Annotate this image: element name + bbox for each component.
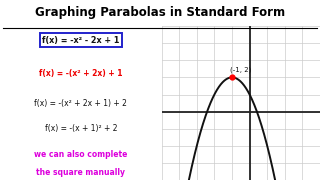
Text: f(x) = -x² - 2x + 1: f(x) = -x² - 2x + 1: [42, 35, 119, 44]
Text: f(x) = -(x² + 2x + 1) + 2: f(x) = -(x² + 2x + 1) + 2: [34, 99, 127, 108]
Text: f(x) = -(x² + 2x) + 1: f(x) = -(x² + 2x) + 1: [39, 69, 123, 78]
Text: f(x) = -(x + 1)² + 2: f(x) = -(x + 1)² + 2: [44, 124, 117, 133]
Text: Graphing Parabolas in Standard Form: Graphing Parabolas in Standard Form: [35, 6, 285, 19]
Text: the square manually: the square manually: [36, 168, 125, 177]
Text: (-1, 2): (-1, 2): [230, 67, 252, 73]
Text: we can also complete: we can also complete: [34, 150, 127, 159]
